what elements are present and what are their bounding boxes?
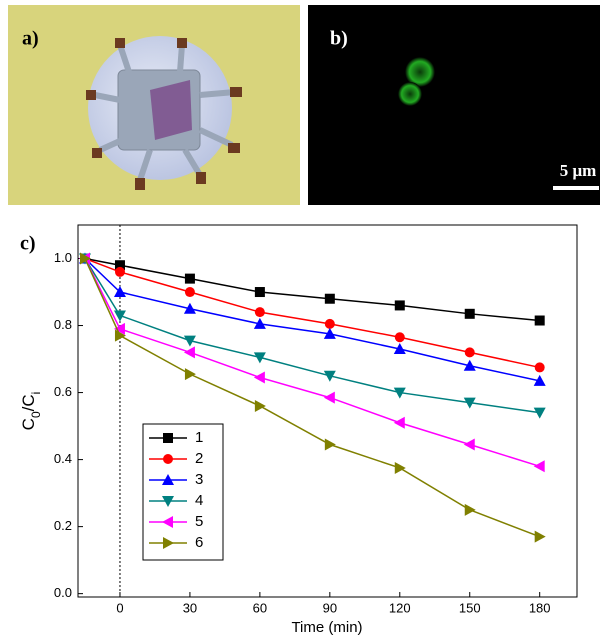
legend-label: 1: [195, 429, 203, 446]
y-tick-label: 1.0: [54, 250, 72, 265]
legend-label: 3: [195, 471, 203, 488]
y-tick-label: 0.6: [54, 384, 72, 399]
panel-b-image: [308, 5, 600, 205]
x-tick-label: 0: [116, 600, 123, 615]
series-line: [84, 257, 540, 369]
y-axis-label-part: i: [29, 392, 43, 395]
x-tick-label: 150: [459, 600, 481, 615]
series-line: [84, 257, 540, 382]
marker: [253, 317, 266, 329]
marker: [253, 371, 265, 384]
plot-frame: [77, 224, 578, 598]
series-line: [84, 258, 540, 414]
legend-label: 4: [195, 492, 203, 509]
y-tick-label: 0.0: [54, 585, 72, 600]
marker: [394, 300, 405, 311]
marker: [254, 307, 265, 318]
scale-bar: [553, 186, 599, 190]
x-axis-label: Time (min): [291, 619, 362, 636]
scale-bar-label: 5 μm: [560, 161, 597, 180]
cell: [405, 57, 435, 87]
legend: 1 2 3 4 5 6: [142, 423, 224, 561]
y-tick-label: 0.2: [54, 518, 72, 533]
marker: [393, 416, 405, 429]
marker: [464, 503, 476, 516]
marker: [183, 302, 196, 314]
marker: [324, 318, 335, 329]
legend-label: 6: [195, 534, 203, 551]
marker: [533, 407, 546, 419]
marker: [534, 362, 545, 373]
core: [150, 80, 192, 140]
y-tick-label: 0.4: [54, 451, 72, 466]
marker: [394, 461, 406, 474]
panel-b-label: b): [330, 28, 348, 50]
series-line: [84, 257, 540, 322]
marker: [163, 537, 174, 549]
marker: [162, 516, 173, 528]
marker: [163, 454, 173, 464]
marker: [113, 286, 126, 298]
series-line: [84, 258, 540, 468]
marker: [393, 387, 406, 399]
marker: [253, 352, 266, 364]
marker: [324, 293, 335, 304]
marker: [184, 273, 195, 284]
marker: [324, 438, 336, 451]
legend-label: 2: [195, 450, 203, 467]
marker: [184, 368, 196, 381]
x-tick-label: 90: [323, 600, 337, 615]
marker: [162, 496, 174, 507]
marker: [113, 310, 126, 322]
marker: [463, 438, 475, 451]
marker: [533, 460, 545, 473]
marker: [254, 287, 265, 298]
legend-box: [142, 423, 224, 561]
x-tick-label: 60: [253, 600, 267, 615]
marker: [393, 343, 406, 354]
marker: [184, 287, 195, 298]
marker: [114, 266, 125, 277]
marker: [183, 335, 196, 347]
marker: [114, 329, 126, 342]
marker: [79, 252, 91, 265]
arm-tips: [86, 38, 242, 190]
marker: [464, 347, 475, 358]
marker: [114, 260, 125, 271]
marker: [394, 332, 405, 343]
legend-label: 5: [195, 513, 203, 530]
x-tick-label: 180: [529, 600, 551, 615]
marker: [183, 346, 195, 359]
y-axis-label-part: /C: [19, 394, 38, 411]
panel-c-label: c): [20, 233, 36, 255]
marker: [534, 530, 546, 543]
marker: [463, 359, 476, 371]
panel-a-label: a): [22, 28, 39, 50]
marker: [323, 370, 336, 382]
marker: [323, 391, 335, 404]
x-tick-label: 30: [183, 600, 197, 615]
marker: [113, 322, 125, 335]
x-tick-label: 120: [389, 600, 411, 615]
marker: [162, 474, 174, 485]
marker: [463, 397, 476, 409]
marker: [323, 327, 336, 339]
marker: [533, 374, 546, 386]
marker: [254, 399, 266, 412]
y-tick-label: 0.8: [54, 317, 72, 332]
y-axis-label-part: C: [19, 418, 38, 430]
marker: [464, 308, 475, 319]
marker: [163, 433, 173, 443]
series-line: [84, 258, 540, 538]
y-axis-label: C0/Ci: [19, 392, 43, 431]
arms: [94, 44, 236, 181]
y-axis-label-part: 0: [29, 411, 43, 418]
marker: [534, 315, 545, 326]
cell: [398, 82, 422, 106]
